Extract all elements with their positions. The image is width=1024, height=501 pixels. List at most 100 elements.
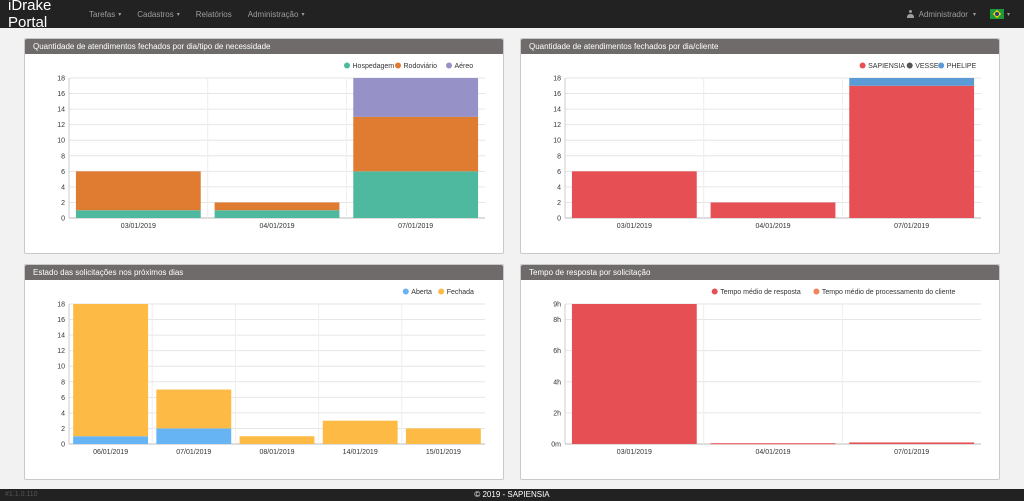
- app-brand[interactable]: iDrake Portal: [8, 0, 52, 31]
- nav-tarefas-label: Tarefas: [89, 9, 116, 19]
- chart-estado-solicitacoes: 0 2 4 6 8 10 12 14 16 18 06/01/2019 07/01/2019 08/01…: [57, 288, 485, 456]
- legend-marker-icon: [446, 62, 452, 69]
- bar-segment: [322, 420, 398, 444]
- legend-marker-icon: [344, 62, 350, 69]
- bar-segment: [353, 171, 479, 218]
- top-navbar: iDrake Portal Tarefas ▾ Cadastros ▾ Relató…: [0, 0, 1024, 31]
- footer: #1.1.0.110 © 2019 - SAPIENSIA: [0, 489, 1024, 501]
- legend-label: Tempo médio de resposta: [720, 289, 801, 296]
- bar-segment: [849, 442, 975, 444]
- x-tick-label: 06/01/2019: [93, 449, 128, 456]
- bar-segment: [849, 78, 975, 86]
- legend-label: Hospedagem: [353, 63, 395, 70]
- y-tick-label: 4: [557, 184, 561, 191]
- legend-marker-icon: [859, 62, 866, 69]
- y-tick-label: 12: [553, 122, 561, 129]
- bar-segment: [75, 210, 201, 218]
- y-tick-label: 18: [57, 302, 65, 309]
- legend-label: Rodoviário: [404, 63, 438, 70]
- bar-segment: [571, 304, 697, 444]
- y-tick-label: 14: [57, 333, 65, 340]
- panel-atendimentos-tipo: Quantidade de atendimentos fechados por …: [24, 38, 504, 254]
- y-tick-label: 18: [553, 76, 561, 83]
- y-tick-label: 4h: [553, 379, 561, 386]
- chart-atendimentos-cliente: 0 2 4 6 8 10 12 14 16 18 03/01/2019 04/01/2019 07/01…: [553, 62, 981, 230]
- y-tick-label: 8: [61, 379, 65, 386]
- bar-segment: [214, 202, 340, 211]
- y-tick-label: 0: [61, 216, 65, 223]
- x-tick-label: 03/01/2019: [617, 223, 652, 230]
- y-tick-label: 14: [553, 107, 561, 114]
- language-menu[interactable]: ▾: [989, 9, 1010, 19]
- y-tick-label: 2: [557, 200, 561, 207]
- bar-segment: [571, 171, 697, 218]
- nav-administracao[interactable]: Administração ▾: [248, 10, 305, 19]
- x-tick-label: 04/01/2019: [755, 449, 790, 456]
- y-tick-label: 6: [557, 169, 561, 176]
- bar-segment: [710, 443, 836, 445]
- x-tick-label: 07/01/2019: [398, 223, 433, 230]
- chevron-down-icon: ▾: [118, 11, 122, 18]
- legend-marker-icon: [402, 288, 409, 295]
- chevron-down-icon: ▾: [301, 11, 305, 18]
- x-tick-label: 04/01/2019: [755, 223, 790, 230]
- legend-label: Tempo médio de processamento do cliente: [822, 289, 956, 296]
- y-tick-label: 16: [57, 91, 65, 98]
- legend-label: SAPIENSIA: [868, 63, 905, 70]
- y-tick-label: 10: [57, 364, 65, 371]
- user-menu[interactable]: Administrador ▾: [906, 9, 976, 19]
- user-label: Administrador: [918, 9, 968, 19]
- y-tick-label: 4: [61, 184, 65, 191]
- legend-marker-icon: [711, 288, 718, 295]
- bar-segment: [710, 202, 836, 218]
- x-tick-label: 04/01/2019: [259, 223, 294, 230]
- y-tick-label: 9h: [553, 302, 561, 309]
- panel-title: Quantidade de atendimentos fechados por …: [521, 39, 999, 54]
- y-tick-label: 10: [553, 138, 561, 145]
- legend-label: PHELIPE: [947, 63, 977, 70]
- y-tick-label: 12: [57, 122, 65, 129]
- nav-administracao-label: Administração: [247, 9, 299, 19]
- y-tick-label: 6: [61, 169, 65, 176]
- nav-cadastros[interactable]: Cadastros ▾: [137, 10, 179, 19]
- y-tick-label: 14: [57, 107, 65, 114]
- legend-marker-icon: [438, 288, 445, 295]
- bar-segment: [353, 116, 479, 172]
- x-tick-label: 15/01/2019: [426, 449, 461, 456]
- y-tick-label: 16: [57, 317, 65, 324]
- panel-title: Estado das solicitações nos próximos dia…: [25, 265, 503, 280]
- chevron-down-icon: ▾: [176, 11, 180, 18]
- legend-marker-icon: [395, 62, 401, 69]
- y-tick-label: 8: [61, 153, 65, 160]
- nav-relatorios[interactable]: Relatórios: [196, 10, 232, 19]
- brazil-flag-icon: [989, 9, 1004, 19]
- legend-label: Aberta: [411, 289, 432, 296]
- bar-segment: [75, 171, 201, 211]
- y-tick-label: 0: [61, 442, 65, 449]
- panel-title: Tempo de resposta por solicitação: [521, 265, 999, 280]
- chevron-down-icon: ▾: [1006, 11, 1010, 18]
- chevron-down-icon: ▾: [972, 11, 976, 18]
- y-tick-label: 8: [557, 153, 561, 160]
- legend-label: Aéreo: [455, 63, 474, 70]
- bar-segment: [156, 389, 232, 429]
- nav-relatorios-label: Relatórios: [195, 9, 232, 19]
- x-tick-label: 07/01/2019: [176, 449, 211, 456]
- y-tick-label: 0: [557, 216, 561, 223]
- nav-tarefas[interactable]: Tarefas ▾: [89, 10, 121, 19]
- chart-tempo-resposta: 0m 2h 4h 6h 8h 9h 03/01/2019 04/01/2019 07/01/20…: [551, 288, 981, 456]
- y-tick-label: 16: [553, 91, 561, 98]
- bar-segment: [73, 436, 149, 444]
- y-tick-label: 8h: [553, 317, 561, 324]
- bar-segment: [214, 210, 340, 218]
- panel-atendimentos-cliente: Quantidade de atendimentos fechados por …: [520, 38, 1000, 254]
- y-tick-label: 4: [61, 410, 65, 417]
- y-tick-label: 2h: [553, 410, 561, 417]
- bar-segment: [353, 78, 479, 117]
- y-tick-label: 10: [57, 138, 65, 145]
- chart-atendimentos-tipo: 0 2 4 6 8 10 12 14 16 18 03/01/2019 04/01/2019 07/01…: [57, 62, 485, 230]
- nav-cadastros-label: Cadastros: [137, 9, 174, 19]
- bar-segment: [849, 85, 975, 219]
- bar-segment: [405, 428, 481, 444]
- legend-label: VESSE: [915, 63, 939, 70]
